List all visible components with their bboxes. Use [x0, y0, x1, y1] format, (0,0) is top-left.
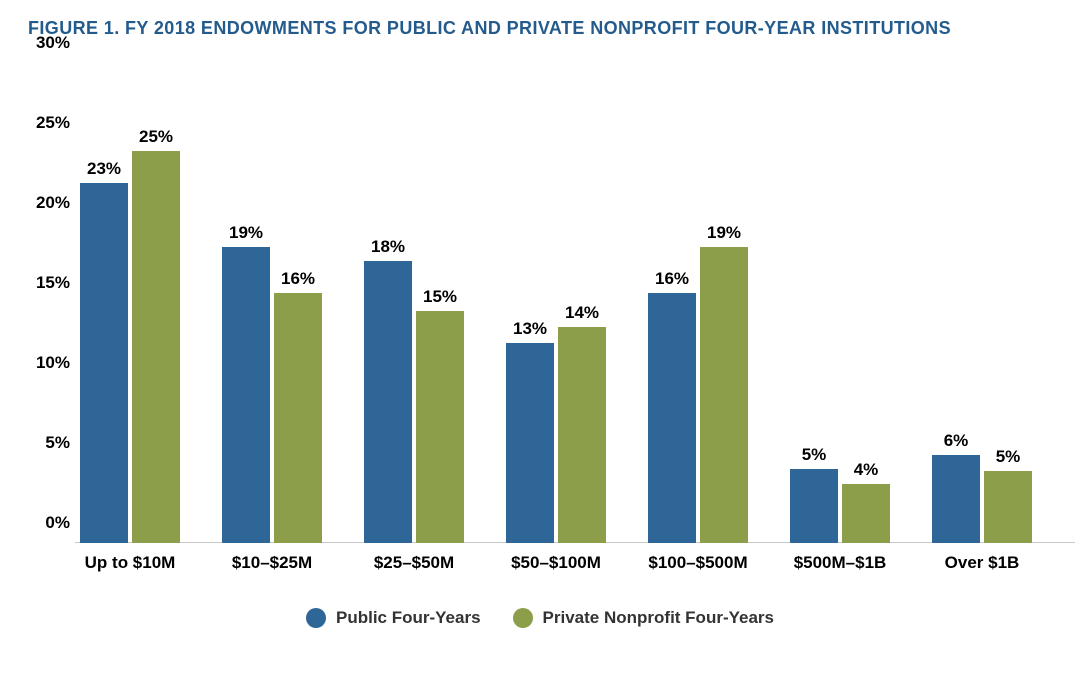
chart-plot-area: 0%5%10%15%20%25%30%23%25%Up to $10M19%16…: [80, 63, 1050, 543]
bar-value-label: 19%: [229, 223, 263, 243]
bar-group: 13%14%$50–$100M: [506, 63, 606, 543]
legend-swatch: [513, 608, 533, 628]
bar-group: 6%5%Over $1B: [932, 63, 1032, 543]
bar-value-label: 18%: [371, 237, 405, 257]
bar: 19%: [222, 247, 270, 543]
bar: 14%: [558, 327, 606, 543]
bar: 6%: [932, 455, 980, 543]
bar: 18%: [364, 261, 412, 543]
bar-value-label: 23%: [87, 159, 121, 179]
bar: 16%: [274, 293, 322, 543]
bar-value-label: 5%: [802, 445, 827, 465]
category-label: Over $1B: [945, 553, 1020, 573]
legend-label: Private Nonprofit Four-Years: [543, 608, 774, 628]
legend-swatch: [306, 608, 326, 628]
category-label: $500M–$1B: [794, 553, 887, 573]
y-axis-tick-label: 20%: [36, 193, 70, 213]
bar-value-label: 19%: [707, 223, 741, 243]
y-axis-tick-label: 5%: [45, 433, 70, 453]
bar: 5%: [984, 471, 1032, 543]
bar-value-label: 16%: [281, 269, 315, 289]
y-axis-tick-label: 0%: [45, 513, 70, 533]
category-label: Up to $10M: [85, 553, 176, 573]
y-axis-tick-label: 30%: [36, 33, 70, 53]
bar-group: 23%25%Up to $10M: [80, 63, 180, 543]
chart-legend: Public Four-Years Private Nonprofit Four-…: [0, 608, 1080, 633]
legend-item: Public Four-Years: [306, 608, 481, 628]
bar: 23%: [80, 183, 128, 543]
bar-value-label: 6%: [944, 431, 969, 451]
bar-value-label: 13%: [513, 319, 547, 339]
category-label: $100–$500M: [648, 553, 747, 573]
bar: 16%: [648, 293, 696, 543]
y-axis-tick-label: 15%: [36, 273, 70, 293]
category-label: $25–$50M: [374, 553, 454, 573]
bar: 15%: [416, 311, 464, 543]
bar: 19%: [700, 247, 748, 543]
bar-group: 18%15%$25–$50M: [364, 63, 464, 543]
category-label: $10–$25M: [232, 553, 312, 573]
bar-value-label: 16%: [655, 269, 689, 289]
bar: 5%: [790, 469, 838, 543]
bar-group: 5%4%$500M–$1B: [790, 63, 890, 543]
chart-title: FIGURE 1. FY 2018 ENDOWMENTS FOR PUBLIC …: [28, 18, 951, 39]
bar: 4%: [842, 484, 890, 543]
bar-group: 19%16%$10–$25M: [222, 63, 322, 543]
y-axis-tick-label: 10%: [36, 353, 70, 373]
bar: 25%: [132, 151, 180, 543]
bar-value-label: 15%: [423, 287, 457, 307]
legend-label: Public Four-Years: [336, 608, 481, 628]
legend-item: Private Nonprofit Four-Years: [513, 608, 774, 628]
bar-value-label: 4%: [854, 460, 879, 480]
bar: 13%: [506, 343, 554, 543]
y-axis-tick-label: 25%: [36, 113, 70, 133]
category-label: $50–$100M: [511, 553, 601, 573]
bar-value-label: 14%: [565, 303, 599, 323]
bar-value-label: 25%: [139, 127, 173, 147]
bar-group: 16%19%$100–$500M: [648, 63, 748, 543]
bar-value-label: 5%: [996, 447, 1021, 467]
